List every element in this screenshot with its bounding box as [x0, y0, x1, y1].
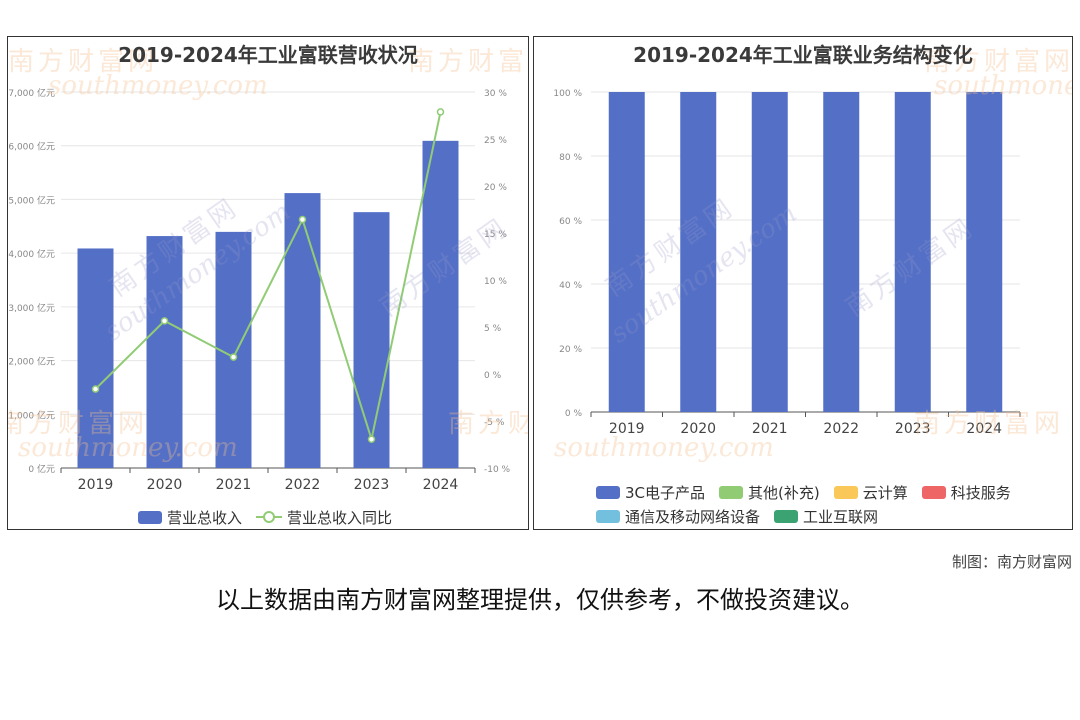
- x-tick-label: 2022: [285, 477, 321, 493]
- legend-swatch: [774, 509, 799, 523]
- x-tick-label: 2022: [823, 421, 859, 437]
- x-tick-label: 2019: [609, 421, 645, 437]
- y-tick-label: 80 %: [559, 153, 582, 163]
- y-tick-label: 40 %: [559, 281, 582, 291]
- segment-bar: [966, 92, 1003, 412]
- legend-swatch: [596, 485, 620, 499]
- y-tick-label: 0 %: [565, 409, 583, 419]
- legend-swatch: [719, 485, 744, 499]
- business-structure-legend: 3C电子产品 其他(补充) 云计算 科技服务通信及移动网络设备 工业互联网: [596, 480, 1056, 528]
- business-structure-svg: 0 % 20 % 40 % 60 % 80 % 100 % 2019 2020 2021 2022…: [553, 89, 1021, 437]
- legend-item[interactable]: 营业总收入: [138, 505, 242, 529]
- y-right-tick-label: 30 %: [484, 89, 507, 99]
- revenue-chart-legend: 营业总收入 营业总收入同比: [138, 505, 406, 529]
- y-left-tick-label: 0 亿元: [28, 463, 55, 475]
- legend-label: 其他(补充): [748, 483, 820, 502]
- revenue-bar: [77, 248, 114, 468]
- yoy-point: [229, 353, 238, 361]
- segment-bar: [894, 92, 931, 412]
- y-tick-label: 60 %: [559, 217, 582, 227]
- segment-bar: [823, 92, 860, 412]
- business-structure-title: 2019-2024年工业富联业务结构变化: [633, 43, 973, 67]
- revenue-bar: [353, 212, 390, 468]
- revenue-chart-svg: 0 亿元 1,000 亿元 2,000 亿元 3,000 亿元 4,000 亿元 5,00…: [8, 87, 511, 493]
- yoy-point: [91, 385, 100, 393]
- legend-label: 营业总收入: [167, 508, 243, 527]
- legend-line-swatch: [256, 510, 283, 524]
- y-right-tick-label: 25 %: [484, 136, 507, 146]
- x-tick-label: 2021: [216, 477, 252, 493]
- disclaimer-text: 以上数据由南方财富网整理提供，仅供参考，不做投资建议。: [216, 586, 864, 614]
- revenue-bar: [422, 140, 459, 468]
- y-left-tick-label: 1,000 亿元: [8, 409, 55, 421]
- x-tick-label: 2023: [354, 477, 390, 493]
- y-tick-label: 20 %: [559, 345, 582, 355]
- yoy-point: [160, 317, 169, 325]
- legend-label: 科技服务: [950, 483, 1011, 502]
- segment-bar: [751, 92, 788, 412]
- x-tick-label: 2020: [680, 421, 716, 437]
- revenue-bar: [146, 236, 183, 468]
- business-structure-panel: 2019-2024年工业富联业务结构变化 0 % 20 % 40 % 60 % 80 %…: [533, 36, 1073, 530]
- y-right-tick-label: -10 %: [484, 465, 511, 475]
- y-right-tick-label: 15 %: [484, 230, 507, 240]
- legend-item[interactable]: 其他(补充): [719, 480, 820, 504]
- y-left-tick-label: 7,000 亿元: [8, 87, 55, 99]
- legend-label: 工业互联网: [803, 507, 879, 526]
- y-right-tick-label: 20 %: [484, 183, 507, 193]
- legend-item[interactable]: 云计算: [833, 480, 908, 504]
- legend-item[interactable]: 通信及移动网络设备: [596, 504, 760, 528]
- legend-label: 云计算: [862, 483, 908, 502]
- y-right-tick-label: 10 %: [484, 277, 507, 287]
- segment-bar: [680, 92, 717, 412]
- y-right-tick-label: 0 %: [484, 371, 502, 381]
- revenue-bar: [284, 193, 321, 469]
- x-tick-label: 2021: [752, 421, 788, 437]
- yoy-point: [436, 108, 445, 116]
- yoy-line: [94, 111, 442, 444]
- legend-bar-swatch: [138, 510, 162, 524]
- legend-label: 通信及移动网络设备: [625, 507, 761, 526]
- y-right-tick-label: -5 %: [484, 418, 505, 428]
- legend-label: 3C电子产品: [625, 483, 706, 502]
- x-tick-label: 2023: [895, 421, 931, 437]
- chart-credit: 制图：南方财富网: [951, 553, 1072, 571]
- y-left-tick-label: 2,000 亿元: [8, 356, 55, 368]
- legend-label: 营业总收入同比: [287, 508, 393, 527]
- y-left-tick-label: 4,000 亿元: [8, 248, 55, 260]
- x-tick-label: 2024: [966, 421, 1002, 437]
- yoy-point: [367, 435, 376, 443]
- x-tick-label: 2020: [147, 477, 183, 493]
- legend-item[interactable]: 3C电子产品: [596, 480, 705, 504]
- y-left-tick-label: 3,000 亿元: [8, 302, 55, 314]
- x-tick-label: 2024: [423, 477, 459, 493]
- segment-bar: [608, 92, 645, 412]
- yoy-point: [298, 215, 307, 224]
- y-left-tick-label: 6,000 亿元: [8, 141, 55, 153]
- x-tick-label: 2019: [78, 477, 114, 493]
- legend-swatch: [596, 509, 620, 523]
- revenue-chart-panel: 2019-2024年工业富联营收状况 0 亿元 1,000 亿元 2,000 亿元 3…: [7, 36, 529, 530]
- legend-swatch: [921, 485, 946, 499]
- y-right-tick-label: 5 %: [484, 324, 502, 334]
- legend-item[interactable]: 营业总收入同比: [256, 505, 392, 529]
- revenue-chart-title: 2019-2024年工业富联营收状况: [118, 43, 418, 67]
- y-left-tick-label: 5,000 亿元: [8, 194, 55, 206]
- legend-swatch: [833, 485, 858, 499]
- legend-item[interactable]: 科技服务: [921, 480, 1011, 504]
- y-tick-label: 100 %: [553, 89, 582, 99]
- legend-item[interactable]: 工业互联网: [774, 504, 878, 528]
